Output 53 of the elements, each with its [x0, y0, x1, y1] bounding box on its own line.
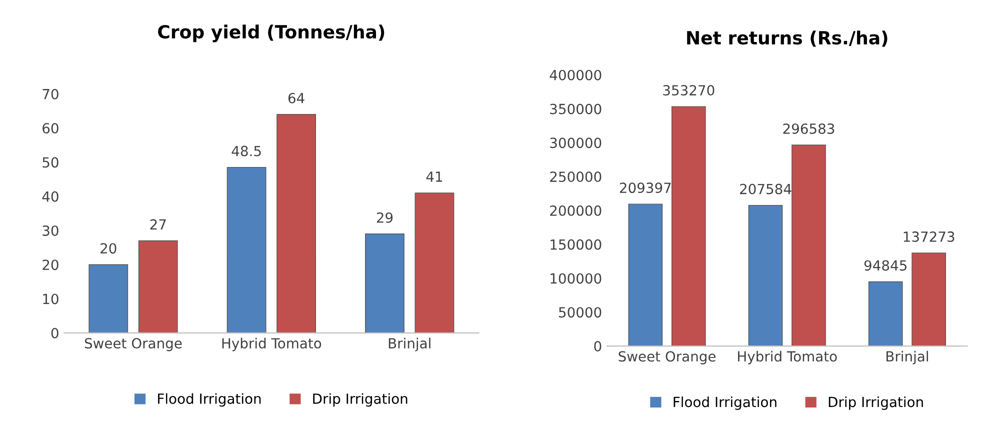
data-label: 94845 [864, 260, 906, 271]
legend-label: Drip Irrigation [313, 393, 408, 407]
data-label: 41 [426, 172, 442, 182]
data-label: 353270 [663, 85, 714, 96]
y-tick-label: 10 [43, 294, 58, 304]
legend-label: Flood Irrigation [158, 393, 261, 407]
x-tick-label: Brinjal [388, 338, 430, 352]
x-tick-label: Hybrid Tomato [222, 338, 322, 352]
y-tick-label: 20 [42, 260, 58, 270]
data-label: 207584 [740, 184, 792, 194]
y-tick-label: 50 [42, 157, 58, 168]
y-tick-label: 250000 [550, 172, 602, 182]
bar [868, 281, 903, 346]
bar [748, 204, 783, 346]
data-label: 48.5 [232, 146, 261, 156]
y-tick-label: 60 [42, 123, 58, 134]
x-tick-label: Brinjal [886, 350, 928, 364]
y-tick-label: 150000 [550, 239, 602, 250]
legend-label: Flood Irrigation [674, 396, 776, 410]
data-label: 209397 [620, 182, 671, 194]
bar [672, 106, 706, 346]
y-tick-label: 0 [594, 340, 602, 352]
bar [138, 240, 178, 333]
bar [912, 252, 946, 346]
bar [276, 114, 316, 333]
chart-title: Crop yield (Tonnes/ha) [158, 24, 384, 42]
y-tick-label: 70 [42, 88, 58, 100]
data-label: 29 [376, 212, 393, 223]
y-tick-label: 350000 [550, 104, 602, 114]
y-tick-label: 40 [42, 191, 58, 202]
data-label: 20 [100, 243, 116, 254]
bar [628, 204, 663, 346]
x-tick-label: Sweet Orange [84, 338, 182, 352]
y-tick-label: 100000 [550, 273, 602, 284]
y-tick-label: 0 [51, 328, 58, 338]
data-label: 137273 [904, 231, 954, 242]
x-tick-label: Hybrid Tomato [738, 350, 837, 364]
bar [226, 166, 266, 333]
y-tick-label: 30 [42, 225, 58, 236]
legend-label: Drip Irrigation [828, 396, 923, 410]
y-tick-label: 400000 [550, 70, 602, 80]
bar [792, 144, 826, 346]
data-label: 64 [288, 92, 304, 104]
y-tick-label: 200000 [550, 205, 602, 216]
data-label: 27 [150, 219, 166, 230]
x-tick-label: Sweet Orange [618, 351, 716, 364]
y-tick-label: 50000 [559, 307, 602, 318]
chart-title: Net returns (Rs./ha) [687, 30, 888, 47]
data-label: 296583 [783, 123, 834, 134]
bar [88, 264, 128, 333]
bar [414, 192, 454, 333]
y-tick-label: 300000 [550, 138, 602, 148]
bar [365, 234, 404, 333]
